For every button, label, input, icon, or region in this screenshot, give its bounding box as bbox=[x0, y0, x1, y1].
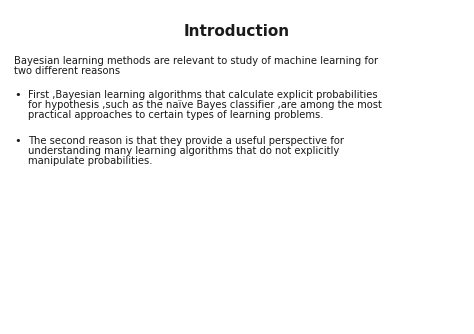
Text: Bayesian learning methods are relevant to study of machine learning for: Bayesian learning methods are relevant t… bbox=[14, 56, 378, 66]
Text: •: • bbox=[14, 90, 21, 100]
Text: practical approaches to certain types of learning problems.: practical approaches to certain types of… bbox=[28, 110, 323, 120]
Text: First ,Bayesian learning algorithms that calculate explicit probabilities: First ,Bayesian learning algorithms that… bbox=[28, 90, 378, 100]
Text: •: • bbox=[14, 136, 21, 146]
Text: understanding many learning algorithms that do not explicitly: understanding many learning algorithms t… bbox=[28, 146, 339, 156]
Text: The second reason is that they provide a useful perspective for: The second reason is that they provide a… bbox=[28, 136, 344, 146]
Text: for hypothesis ,such as the naïve Bayes classifier ,are among the most: for hypothesis ,such as the naïve Bayes … bbox=[28, 100, 382, 110]
Text: Introduction: Introduction bbox=[184, 24, 290, 39]
Text: manipulate probabilities.: manipulate probabilities. bbox=[28, 156, 153, 166]
Text: two different reasons: two different reasons bbox=[14, 66, 120, 76]
